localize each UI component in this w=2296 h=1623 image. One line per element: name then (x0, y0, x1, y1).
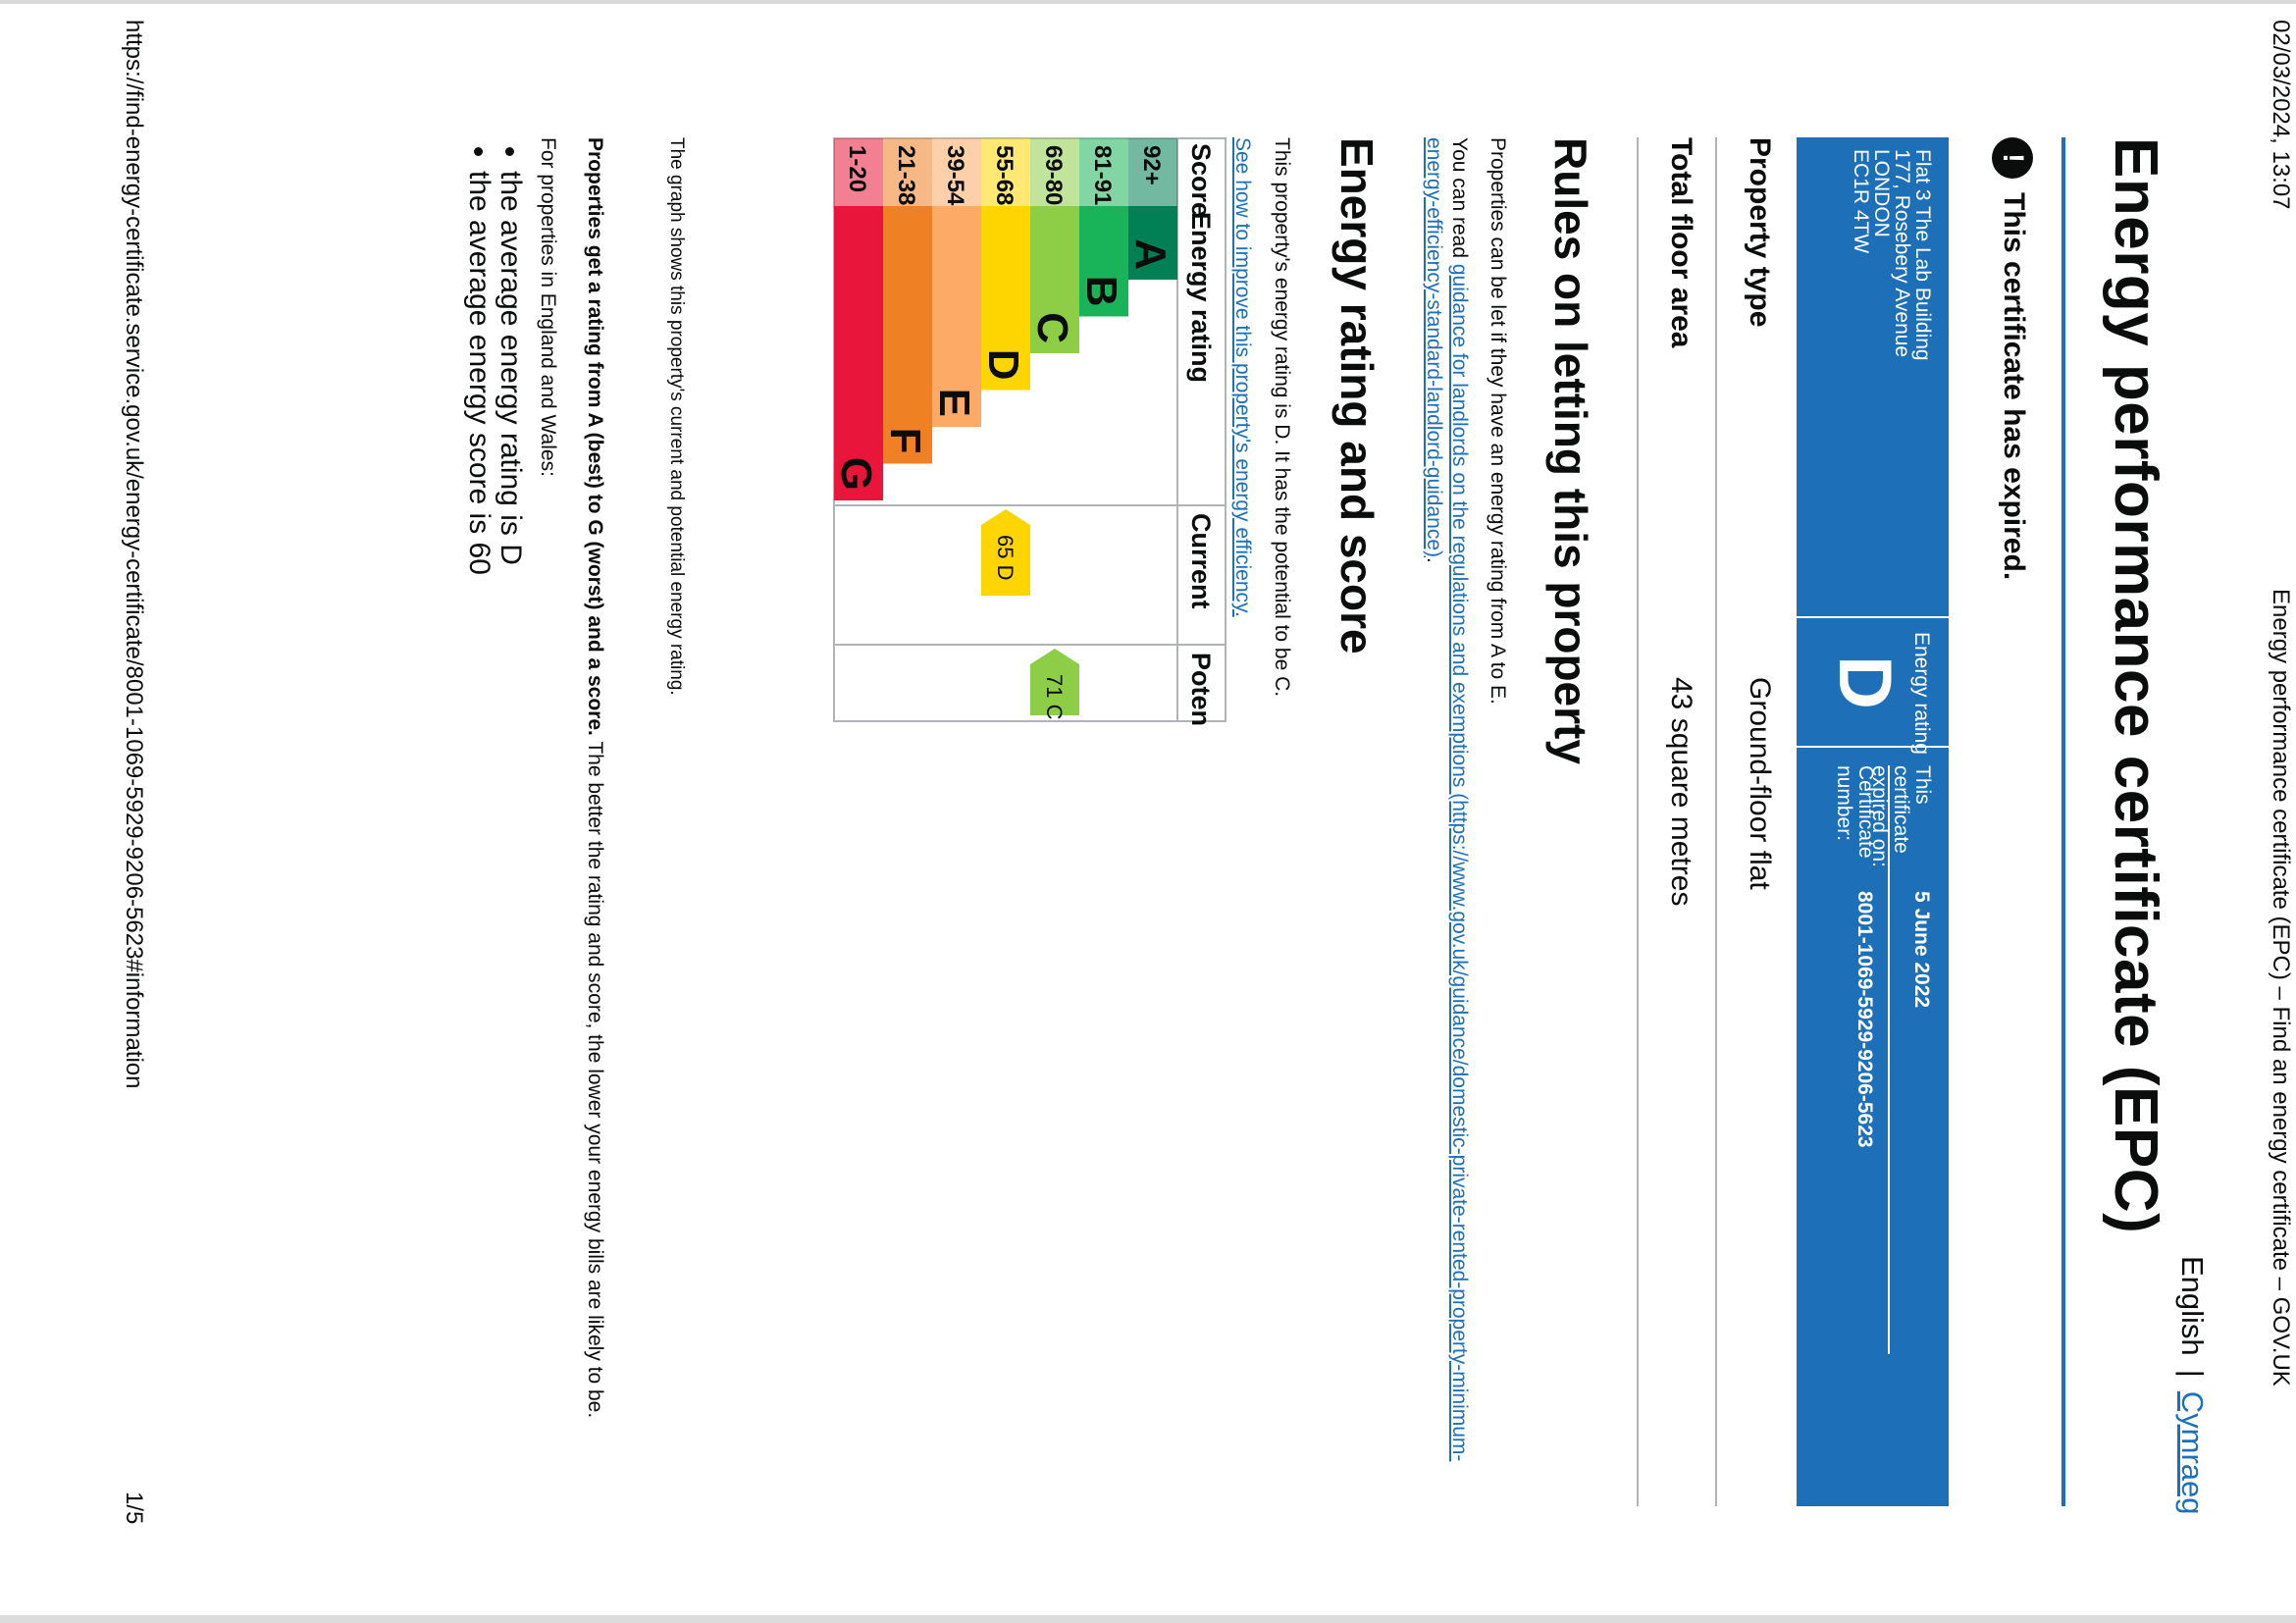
rating-band-bar (1128, 206, 1177, 280)
row-rule (1715, 137, 1717, 1506)
letting-text: Properties can be let if they have an en… (1487, 137, 1509, 705)
scan-edge-top (0, 0, 2296, 4)
guidance-link[interactable]: guidance for landlords on the regulation… (1423, 137, 1471, 1462)
footer-url: https://find-energy-certificate.service.… (121, 20, 147, 1089)
rating-band-bar (932, 206, 981, 427)
summary-box: Flat 3 The Lab Building 177, Rosebery Av… (1797, 137, 1949, 1506)
score-band-label: 21-38 (893, 145, 919, 205)
ratings-explainer-rest: The better the rating and score, the low… (584, 735, 606, 1419)
chart-arrows: 65 D 71 C (981, 509, 1079, 720)
rating-band-letter: D (979, 349, 1027, 381)
title-rule (2061, 137, 2065, 1506)
energy-rating-label: Energy rating (1910, 632, 1933, 755)
guidance-paragraph: You can read guidance for landlords on t… (1421, 137, 1472, 1472)
epc-rating-chart: 92+A81-91B69-80C55-68D39-54E21-38F1-20G … (832, 137, 1226, 726)
rating-heading: Energy rating and score (1331, 137, 1383, 654)
address-line: EC1R 4TW (1850, 149, 1872, 254)
print-page-title: Energy performance certificate (EPC) – F… (2268, 589, 2294, 1387)
guidance-suffix: . (1423, 557, 1445, 563)
averages-intro: For properties in England and Wales: (537, 137, 559, 477)
current-rating-arrow (981, 509, 1030, 596)
row-rule (1637, 137, 1639, 1506)
rating-band-bar (1079, 206, 1128, 317)
language-switcher: English | Cymraeg (2174, 1256, 2210, 1515)
expired-on-label: This certificate expired on: (1868, 765, 1934, 867)
floor-area-label: Total floor area (1665, 137, 1697, 348)
rating-band-bar (981, 206, 1030, 391)
warning-icon: ! (1992, 137, 2033, 179)
guidance-prefix: You can read (1448, 137, 1471, 264)
language-english: English (2175, 1256, 2210, 1356)
score-band-label: 92+ (1138, 145, 1165, 185)
score-band-cell (932, 138, 981, 206)
address: Flat 3 The Lab Building 177, Rosebery Av… (1850, 149, 1934, 361)
score-band-label: 55-68 (991, 145, 1018, 205)
page-title: Energy performance certificate (EPC) (2102, 137, 2169, 1234)
rating-band-letter: B (1077, 276, 1125, 307)
address-line: Flat 3 The Lab Building (1911, 149, 1934, 361)
ratings-explainer-bold: Properties get a rating from A (best) to… (584, 137, 606, 736)
score-band-cell (1128, 138, 1177, 206)
score-band-label: 1-20 (844, 145, 870, 192)
print-datetime: 02/03/2024, 13:07 (2268, 20, 2294, 210)
chart-column-header: Score (1186, 143, 1216, 217)
score-band-label: 39-54 (942, 145, 968, 206)
graph-note: The graph shows this property's current … (666, 137, 687, 696)
list-item: the average energy rating is D (495, 171, 527, 575)
chart-column-header: Energy rating (1186, 212, 1216, 383)
expired-on-date: 5 June 2022 (1910, 891, 1933, 1009)
rating-band-bar (883, 206, 932, 464)
ratings-explainer: Properties get a rating from A (best) to… (583, 137, 606, 1418)
improve-efficiency-link[interactable]: See how to improve this property's energ… (1231, 137, 1254, 617)
list-item: the average energy score is 60 (463, 171, 496, 575)
certificate-number: 8001-1069-5929-9206-5623 (1853, 891, 1876, 1148)
address-line: LONDON (1870, 149, 1893, 237)
property-type-label: Property type (1744, 137, 1776, 328)
averages-list: the average energy rating is D the avera… (463, 137, 527, 575)
chart-column-header: Potential (1186, 653, 1216, 726)
address-line: 177, Rosebery Avenue (1891, 149, 1913, 358)
rating-band-letter: G (832, 457, 880, 491)
certificate-number-label: Certificate number: (1833, 765, 1877, 859)
chart-column-header: Current (1186, 513, 1216, 609)
footer-page-number: 1/5 (121, 1492, 147, 1525)
score-band-cell (1079, 138, 1128, 206)
property-type-value: Ground-floor flat (1744, 677, 1776, 890)
rating-band-letter: E (930, 389, 978, 417)
scan-edge-bottom (0, 1615, 2296, 1623)
summary-divider (1797, 616, 1949, 618)
rating-text: This property's energy rating is D. It h… (1271, 137, 1293, 698)
chart-bands: 92+ A 81-91 B 69-80 C 55-68 D 39-54 E 21-38 F 1-20 G (832, 138, 1177, 500)
letting-heading: Rules on letting this property (1545, 137, 1596, 764)
language-separator: | (2175, 1369, 2210, 1378)
expired-notice: ! This certificate has expired. (1992, 137, 2033, 580)
rating-band-letter: A (1126, 238, 1174, 270)
score-band-cell (1030, 138, 1079, 206)
language-welsh-link[interactable]: Cymraeg (2175, 1390, 2210, 1515)
score-band-cell (981, 138, 1030, 206)
floor-area-value: 43 square metres (1665, 677, 1697, 907)
score-band-label: 69-80 (1040, 145, 1067, 205)
score-band-cell (883, 138, 932, 206)
potential-rating-label: 71 C (1042, 674, 1067, 720)
expired-notice-text: This certificate has expired. (1998, 192, 2031, 581)
rating-band-bar (834, 206, 883, 500)
rating-band-letter: F (881, 428, 929, 454)
score-band-label: 81-91 (1089, 145, 1116, 205)
current-rating-label: 65 D (993, 535, 1018, 580)
rotated-page: 02/03/2024, 13:07 Energy performance cer… (69, 20, 2296, 1599)
rating-band-bar (1030, 206, 1079, 353)
energy-rating-letter: D (1823, 655, 1906, 709)
summary-inner-rule (1888, 765, 1890, 1354)
rating-band-letter: C (1028, 312, 1076, 343)
summary-divider (1797, 746, 1949, 748)
score-band-cell (834, 138, 883, 206)
potential-rating-arrow (1030, 649, 1079, 715)
